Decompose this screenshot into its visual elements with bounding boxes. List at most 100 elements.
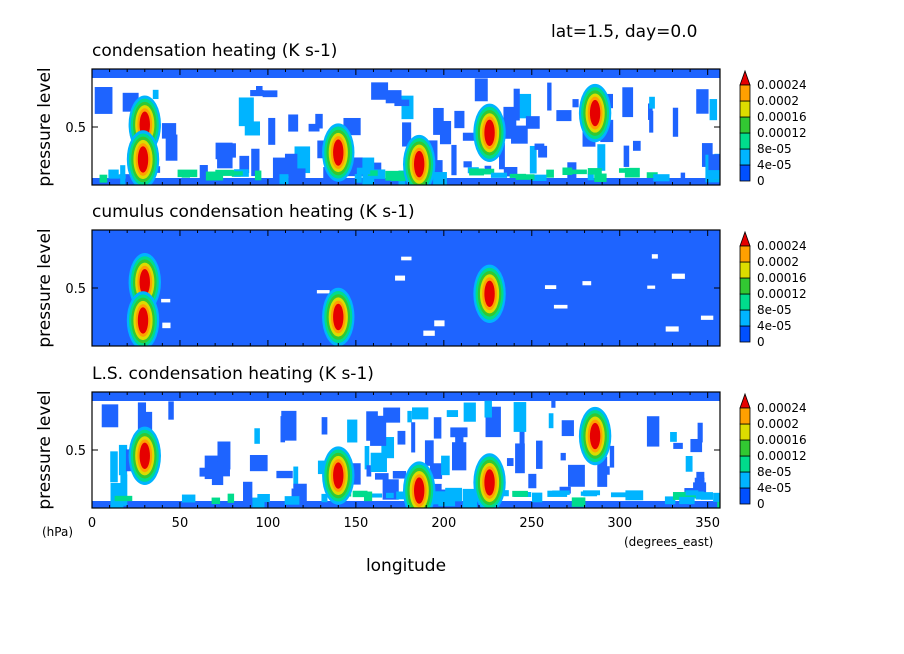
field-patch: [370, 415, 387, 446]
field-patch: [356, 167, 371, 175]
field-patch: [708, 154, 720, 171]
colorbar-label: 4e-05: [757, 158, 792, 172]
heatmap-field: [92, 392, 720, 508]
contour-fill: [333, 303, 344, 331]
field-patch: [308, 123, 320, 132]
contour-fill: [139, 442, 150, 469]
contour-fill: [484, 280, 495, 307]
colorbar-segment: [739, 245, 751, 263]
field-patch: [719, 491, 720, 500]
colorbar-arrow: [739, 392, 751, 409]
field-gap: [162, 322, 171, 329]
field-patch: [268, 117, 276, 145]
contour-fill: [139, 269, 150, 296]
heatmap-field: [92, 69, 720, 185]
field-patch: [632, 140, 641, 151]
field-patch: [572, 99, 579, 108]
field-patch: [433, 107, 444, 135]
contour-fill: [589, 99, 601, 127]
field-patch: [117, 174, 126, 179]
field-gap: [161, 298, 171, 303]
field-patch: [570, 169, 587, 175]
field-patch: [624, 167, 640, 178]
x-tick-label: 350: [695, 516, 720, 531]
field-patch: [531, 174, 547, 181]
field-gap: [700, 315, 714, 320]
field-patch: [199, 165, 208, 185]
x-tick-label: 250: [519, 516, 544, 531]
x-ticks: [91, 69, 709, 185]
field-patch: [561, 420, 574, 437]
field-patch: [649, 96, 655, 109]
panel-condensation: condensation heating (K s-1) 0.5 pressur…: [35, 41, 807, 188]
field-gap: [434, 320, 445, 327]
field-patch: [394, 99, 410, 107]
panel-cumulus: cumulus condensation heating (K s-1) 0.5…: [35, 202, 807, 349]
colorbar-label: 0.0002: [757, 255, 799, 269]
y-axis-label: pressure level: [35, 228, 55, 347]
field-gap: [544, 285, 557, 290]
field-patch: [114, 495, 133, 502]
field-patch: [368, 493, 383, 498]
y-axis-label: pressure level: [35, 67, 55, 186]
field-patch: [223, 171, 243, 176]
field-patch: [673, 442, 683, 449]
field-patch: [441, 455, 450, 476]
colorbar-segment: [739, 407, 751, 425]
field-patch: [385, 170, 406, 181]
field-patch: [587, 168, 602, 175]
field-patch: [672, 107, 679, 137]
field-patch: [438, 497, 456, 507]
field-patch: [152, 89, 159, 100]
field-patch: [205, 171, 224, 181]
field-patch: [284, 153, 298, 177]
field-patch: [430, 494, 441, 505]
field-patch: [243, 481, 253, 508]
contour-fill: [484, 469, 495, 496]
field-patch: [476, 168, 495, 175]
x-tick-label: 200: [431, 516, 456, 531]
field-patch: [623, 145, 630, 167]
field-patch: [653, 174, 670, 182]
field-patch: [529, 145, 537, 174]
colorbar-label: 4e-05: [757, 319, 792, 333]
colorbar-label: 0.00016: [757, 110, 807, 124]
field-patch: [397, 430, 406, 445]
field-patch: [451, 144, 457, 176]
field-patch: [622, 87, 634, 118]
field-patch: [257, 493, 270, 503]
x-tick-label: 150: [343, 516, 368, 531]
field-gap: [651, 254, 658, 259]
contour-fill: [413, 150, 425, 178]
field-patch: [177, 169, 198, 178]
field-patch: [396, 491, 409, 500]
colorbar-segment: [739, 487, 751, 505]
heatmap-field: [92, 230, 720, 346]
colorbar-arrow: [739, 69, 751, 86]
field-patch: [513, 402, 527, 432]
field-patch: [433, 172, 447, 185]
field-patch: [610, 492, 628, 498]
colorbar-label: 0.00016: [757, 271, 807, 285]
x-tick-label: 300: [607, 516, 632, 531]
field-patch: [701, 492, 713, 500]
colorbar-label: 0.00012: [757, 449, 807, 463]
field-patch: [695, 491, 704, 500]
field-patch: [571, 497, 586, 507]
x-tick-labels: 0 50 100 150 200 250 300 350: [88, 516, 720, 531]
x-axis-label: longitude: [366, 556, 446, 576]
field-patch: [385, 90, 402, 104]
contour-fill: [484, 119, 495, 146]
field-patch: [609, 445, 615, 468]
field-patch: [181, 494, 196, 503]
field-patch: [646, 172, 658, 178]
field-patch: [374, 473, 389, 480]
colorbar-segment: [739, 439, 751, 457]
field-patch: [601, 466, 610, 475]
field-patch: [587, 171, 594, 181]
contour-fill: [413, 477, 425, 504]
field-gap: [423, 330, 435, 336]
field-patch: [367, 170, 378, 176]
field-patch: [352, 490, 368, 498]
field-patch: [463, 402, 476, 422]
